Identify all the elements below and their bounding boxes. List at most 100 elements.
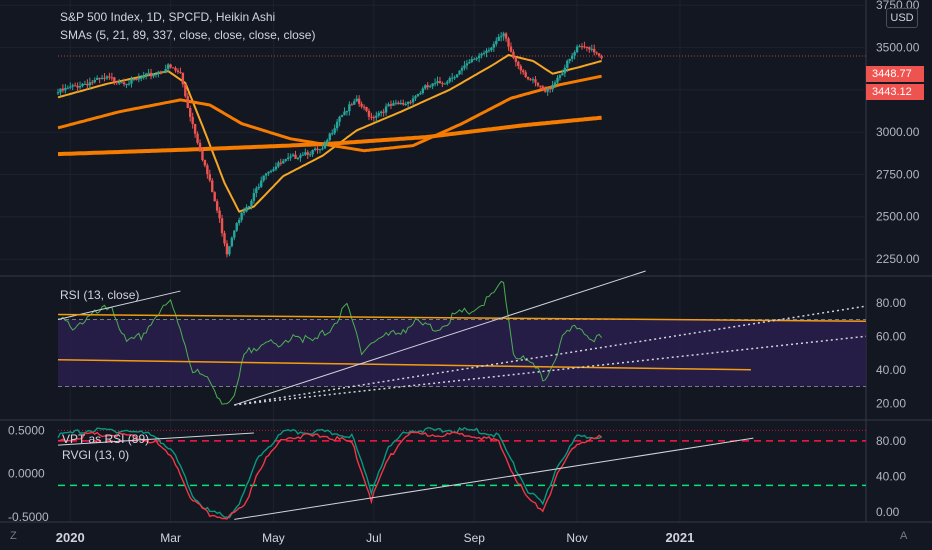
candle-body [519, 66, 522, 71]
candle-body [578, 46, 581, 48]
candle-body [228, 246, 231, 255]
candle-body [585, 46, 589, 48]
rsi-legend: RSI (13, close) [60, 288, 140, 302]
candle-body [438, 81, 442, 84]
candle-body [255, 188, 258, 194]
candle-body [499, 36, 503, 38]
candle-body [186, 96, 189, 109]
candle-body [213, 192, 216, 202]
candle-body [304, 152, 307, 155]
candle-body [563, 67, 567, 74]
candle-body [566, 60, 569, 68]
vpt-trendline-left [57, 432, 254, 446]
price-axis-tick: 2500.00 [876, 210, 920, 224]
candle-body [242, 211, 246, 213]
candle-body [529, 79, 532, 81]
candle-body [198, 142, 202, 152]
candle-body [348, 104, 351, 112]
rsi-dotted-trendline [234, 305, 867, 406]
candle-body [426, 85, 429, 88]
candle-body [218, 210, 221, 219]
candle-body [463, 65, 466, 69]
candle-body [262, 175, 265, 181]
candle-body [328, 133, 331, 140]
candle-body [98, 77, 101, 79]
candle-body [524, 72, 527, 78]
candle-body [375, 115, 378, 118]
candle-body [296, 157, 300, 159]
candle-body [583, 46, 586, 48]
candle-body [122, 82, 126, 85]
candle-body [247, 206, 251, 208]
candle-body [69, 86, 72, 88]
candle-body [431, 83, 434, 87]
candle-body [64, 88, 67, 91]
candle-body [113, 77, 116, 82]
candle-body [93, 79, 96, 83]
last-price-tag: 3448.77 [866, 66, 924, 82]
vpt-trendline [234, 437, 754, 520]
candle-body [453, 77, 456, 79]
time-axis-tick: Sep [464, 531, 486, 545]
vpt-line [57, 426, 602, 519]
candle-body [573, 52, 576, 56]
candle-body [458, 70, 461, 75]
candle-body [404, 103, 407, 105]
candle-body [531, 79, 535, 81]
rsi-axis-tick: 80.00 [876, 296, 906, 310]
candle-body [502, 33, 505, 37]
rsi-axis-tick: 60.00 [876, 329, 906, 343]
candle-body [95, 77, 99, 80]
candle-body [539, 85, 542, 87]
candle-body [416, 93, 420, 97]
candle-body [120, 82, 123, 84]
candle-body [225, 243, 229, 255]
candle-body [451, 77, 454, 79]
candle-body [272, 169, 275, 171]
candle-body [286, 157, 290, 160]
candle-body [370, 116, 373, 118]
candle-body [397, 102, 400, 105]
candle-body [424, 85, 427, 89]
candle-body [149, 72, 153, 77]
candle-body [497, 36, 500, 41]
candle-body [380, 111, 383, 114]
candle-body [127, 83, 131, 85]
candle-body [313, 148, 317, 151]
candle-body [495, 40, 498, 45]
zoom-icon[interactable]: Z [10, 530, 17, 542]
candle-body [411, 98, 415, 103]
candle-body [269, 170, 273, 172]
candle-body [446, 81, 449, 84]
rsi-support-line [57, 358, 751, 371]
candle-body [392, 103, 395, 106]
candle-body [357, 98, 361, 104]
candle-body [279, 162, 283, 164]
candle-body [448, 78, 451, 82]
candle-body [507, 38, 510, 47]
candle-body [137, 78, 140, 80]
rsi-trendline-rising [234, 270, 646, 406]
rsi-band [58, 319, 866, 387]
candle-body [522, 70, 525, 73]
candle-body [308, 154, 312, 156]
candle-body [154, 74, 158, 76]
candle-body [164, 68, 167, 72]
candle-body [595, 52, 598, 54]
candle-body [264, 173, 268, 176]
candle-body [257, 186, 260, 189]
candle-body [103, 77, 106, 79]
candle-body [152, 74, 155, 77]
currency-button[interactable]: USD [886, 8, 918, 28]
candle-body [517, 61, 520, 67]
candle-body [284, 159, 287, 161]
candle-body [294, 154, 297, 159]
candle-body [274, 166, 278, 170]
candle-body [71, 85, 74, 87]
auto-scale-icon[interactable]: A [900, 530, 908, 542]
candle-body [201, 151, 204, 160]
candle-body [570, 55, 574, 59]
candle-body [556, 77, 559, 83]
